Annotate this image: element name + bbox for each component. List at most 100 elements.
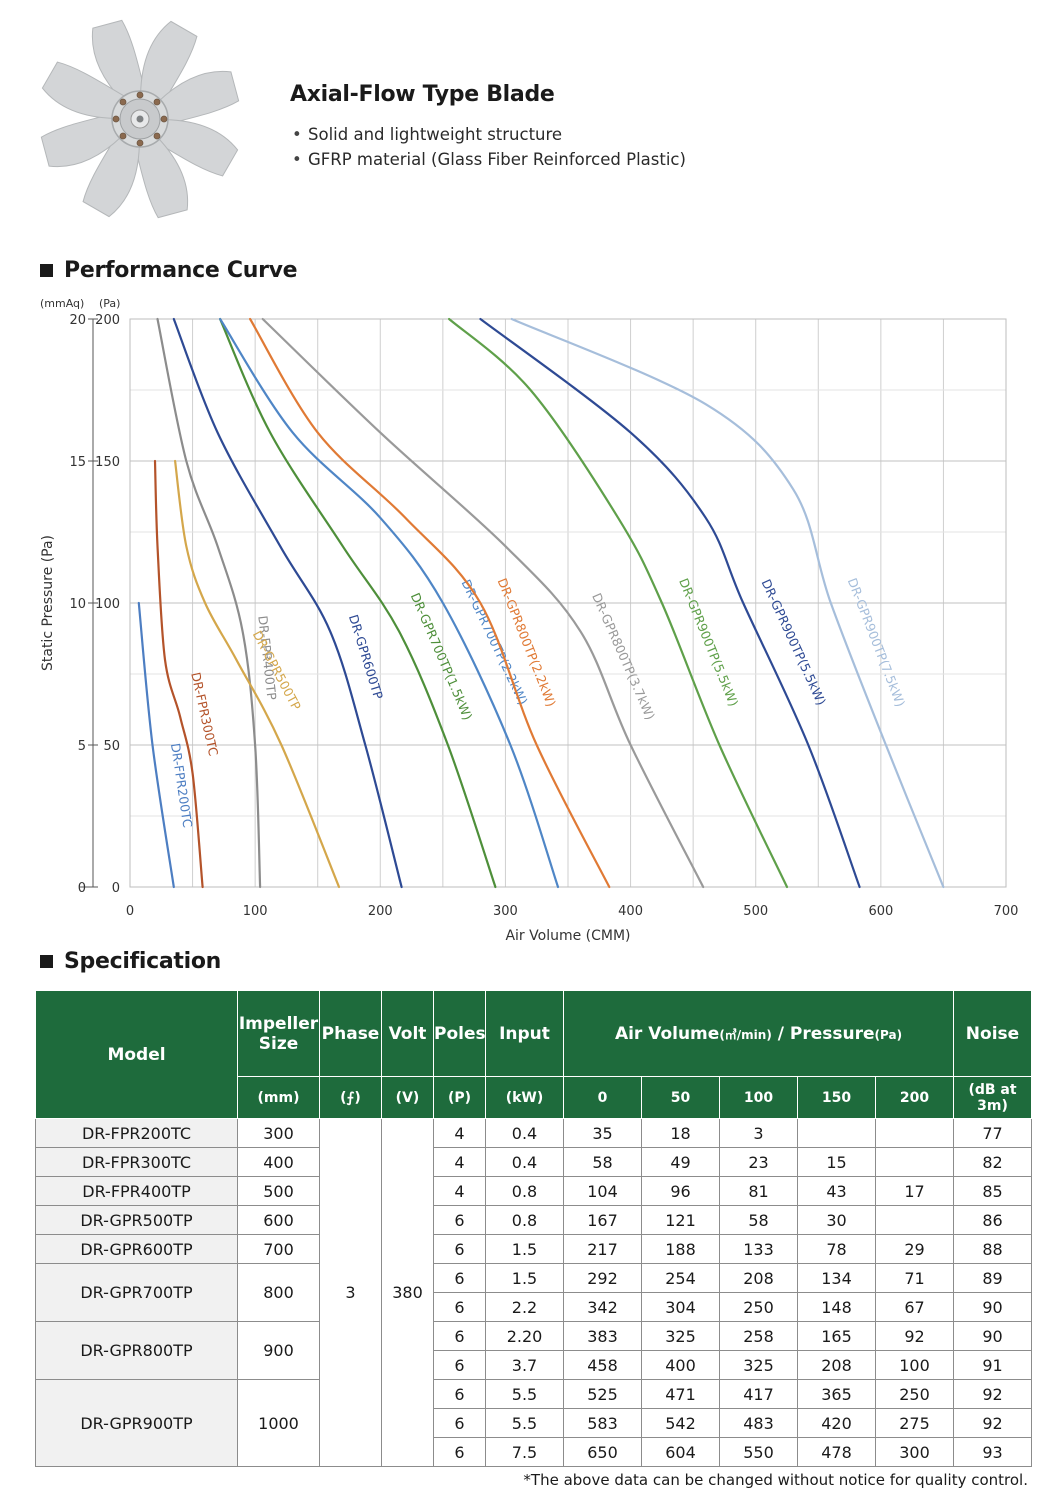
cell-air-volume-0: 217 <box>563 1234 642 1264</box>
specification-table-body: DR-FPR200TC 300 3 380 4 0.4 35 18 3 77 DR-FPR300TC… <box>35 1118 1032 1467</box>
cell-poles: 6 <box>433 1321 486 1351</box>
cell-air-volume-0: 342 <box>563 1292 642 1322</box>
cell-air-volume-150: 165 <box>797 1321 876 1351</box>
cell-air-volume-0: 383 <box>563 1321 642 1351</box>
series-line <box>172 317 403 889</box>
plot-area-frame <box>129 318 1007 888</box>
cell-air-volume-200: 67 <box>875 1292 954 1322</box>
cell-air-volume-200: 300 <box>875 1437 954 1467</box>
cell-air-volume-0: 104 <box>563 1176 642 1206</box>
cell-impeller-size: 500 <box>237 1176 320 1206</box>
specification-heading: Specification <box>40 949 221 974</box>
cell-impeller-size: 1000 <box>237 1379 320 1467</box>
cell-air-volume-50: 18 <box>641 1118 720 1148</box>
hub-bolt <box>153 98 161 106</box>
square-bullet-icon <box>40 955 53 968</box>
header-input: Input <box>485 990 564 1077</box>
feature-item: GFRP material (Glass Fiber Reinforced Pl… <box>292 147 686 172</box>
fan-blade <box>41 61 128 119</box>
series-label: DR-GPR800TP(2.2kW) <box>495 576 559 709</box>
series-label: DR-GPR900TP(5.5kW) <box>676 576 741 709</box>
cell-input: 2.2 <box>485 1292 564 1322</box>
x-tick-label: 200 <box>368 904 393 919</box>
cell-air-volume-100: 483 <box>719 1408 798 1438</box>
cell-noise: 92 <box>953 1379 1032 1409</box>
pressure-150: 150 <box>797 1076 876 1119</box>
cell-model: DR-FPR400TP <box>35 1176 238 1206</box>
cell-air-volume-150 <box>797 1118 876 1148</box>
table-row: DR-GPR500TP 600 6 0.8 167 121 58 30 86 <box>35 1205 1032 1235</box>
cell-impeller-size: 400 <box>237 1147 320 1177</box>
cell-model: DR-GPR500TP <box>35 1205 238 1235</box>
header-air-volume-label: Air Volume <box>614 1023 720 1044</box>
cell-poles: 6 <box>433 1263 486 1293</box>
cell-model: DR-FPR200TC <box>35 1118 238 1148</box>
cell-poles: 6 <box>433 1350 486 1380</box>
cell-model: DR-GPR800TP <box>35 1321 238 1380</box>
series-line <box>219 317 497 889</box>
x-tick-label: 0 <box>126 904 134 919</box>
pressure-200: 200 <box>875 1076 954 1119</box>
x-axis-title: Air Volume (CMM) <box>505 928 630 944</box>
cell-air-volume-100: 325 <box>719 1350 798 1380</box>
hub-bolt <box>136 91 144 99</box>
cell-poles: 4 <box>433 1176 486 1206</box>
y-tick-label-mmaq: 5 <box>78 739 86 754</box>
y-unit-left-label: (mmAq) <box>40 297 84 310</box>
y-axis-title: Static Pressure (Pa) <box>40 535 56 671</box>
cell-air-volume-50: 400 <box>641 1350 720 1380</box>
x-tick-label: 300 <box>493 904 518 919</box>
cell-air-volume-200: 29 <box>875 1234 954 1264</box>
table-row: DR-GPR700TP 800 6 1.5 292 254 208 134 71 89 <box>35 1263 1032 1322</box>
cell-air-volume-50: 96 <box>641 1176 720 1206</box>
series-line <box>219 317 560 889</box>
header-impeller-size: Impeller Size <box>237 990 320 1077</box>
table-row: 6 3.7 458 400 325 208 100 91 <box>36 1350 1032 1380</box>
table-row: DR-FPR400TP 500 4 0.8 104 96 81 43 17 85 <box>35 1176 1032 1206</box>
x-tick-label: 700 <box>994 904 1019 919</box>
y-tick-label-pa: 150 <box>95 455 120 470</box>
cell-input: 7.5 <box>485 1437 564 1467</box>
cell-air-volume-150: 365 <box>797 1379 876 1409</box>
series-line <box>261 317 705 889</box>
cell-air-volume-50: 542 <box>641 1408 720 1438</box>
cell-air-volume-150: 43 <box>797 1176 876 1206</box>
cell-air-volume-150: 15 <box>797 1147 876 1177</box>
cell-noise: 77 <box>953 1118 1032 1148</box>
x-tick-label: 400 <box>618 904 643 919</box>
cell-air-volume-200 <box>875 1118 954 1148</box>
cell-impeller-size: 300 <box>237 1118 320 1148</box>
cell-noise: 92 <box>953 1408 1032 1438</box>
specification-table: Model Impeller Size Phase Volt Poles Inp… <box>35 990 1032 1467</box>
pressure-0: 0 <box>563 1076 642 1119</box>
header-volt: Volt <box>381 990 434 1077</box>
y-tick-label-pa: 0 <box>112 881 120 896</box>
cell-noise: 90 <box>953 1292 1032 1322</box>
header-poles: Poles <box>433 990 486 1077</box>
axial-fan-blade-image <box>40 19 240 219</box>
series-line <box>510 317 945 889</box>
cell-noise: 82 <box>953 1147 1032 1177</box>
cell-air-volume-100: 250 <box>719 1292 798 1322</box>
cell-air-volume-100: 550 <box>719 1437 798 1467</box>
fan-blade <box>152 119 239 177</box>
header-phase: Phase <box>319 990 382 1077</box>
fan-blade <box>40 112 123 168</box>
cell-noise: 88 <box>953 1234 1032 1264</box>
header-pressure-label: Pressure <box>789 1023 875 1044</box>
table-row: DR-FPR300TC 400 4 0.4 58 49 23 15 82 <box>35 1147 1032 1177</box>
cell-air-volume-150: 148 <box>797 1292 876 1322</box>
header-pressure-unit: (Pa) <box>874 1027 903 1042</box>
y-tick-label-mmaq: 20 <box>69 313 86 328</box>
cell-input: 2.20 <box>485 1321 564 1351</box>
cell-impeller-size: 900 <box>237 1321 320 1380</box>
cell-air-volume-100: 208 <box>719 1263 798 1293</box>
cell-air-volume-50: 188 <box>641 1234 720 1264</box>
cell-poles: 6 <box>433 1379 486 1409</box>
hub-bolt <box>160 115 168 123</box>
section-title: Specification <box>64 949 222 974</box>
cell-model: DR-GPR900TP <box>35 1379 238 1467</box>
cell-air-volume-100: 3 <box>719 1118 798 1148</box>
cell-noise: 85 <box>953 1176 1032 1206</box>
cell-air-volume-0: 525 <box>563 1379 642 1409</box>
